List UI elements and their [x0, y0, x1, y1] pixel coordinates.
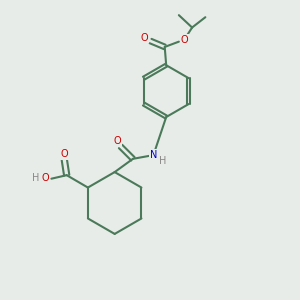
Text: O: O: [180, 35, 188, 45]
Text: H: H: [32, 173, 40, 183]
Text: O: O: [41, 173, 49, 183]
Text: H: H: [159, 156, 166, 166]
Text: O: O: [61, 149, 68, 159]
Text: O: O: [113, 136, 121, 146]
Text: N: N: [150, 150, 157, 160]
Text: O: O: [141, 32, 148, 43]
